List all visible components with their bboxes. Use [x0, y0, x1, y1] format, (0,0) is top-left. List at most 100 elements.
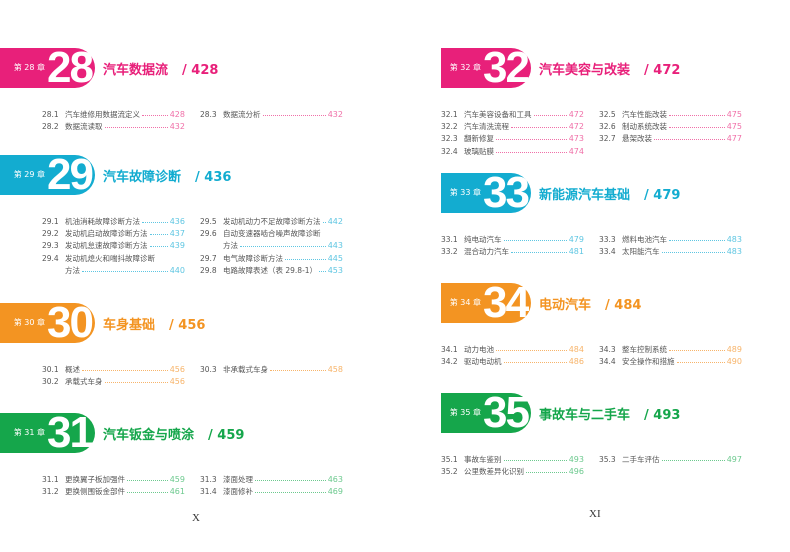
chapter-banner [441, 393, 531, 433]
toc-entry[interactable]: 33.4 太阳能汽车 483 [599, 245, 742, 257]
toc-entry[interactable]: 32.5 汽车性能改装 475 [599, 108, 742, 120]
section-title: 动力电池 [464, 344, 494, 354]
dot-leader [104, 126, 168, 128]
chapter-label: 第 35 章 [449, 408, 481, 417]
dot-leader [511, 251, 567, 253]
section-number: 33.4 [599, 246, 616, 256]
toc-entry[interactable]: 31.1 更换翼子板加强件 459 [42, 473, 185, 485]
section-title: 汽车清洗流程 [464, 121, 509, 131]
section-title: 漆面处理 [223, 474, 253, 484]
toc-entry[interactable]: 35.2 公里数差异化识别 496 [441, 465, 584, 477]
chapter-page: / 436 [195, 170, 232, 185]
chapter-label: 第 34 章 [449, 298, 481, 307]
section-title: 更换翼子板加强件 [65, 474, 125, 484]
section-page: 483 [726, 234, 742, 244]
section-page: 493 [568, 454, 584, 464]
section-number: 33.1 [441, 234, 458, 244]
section-title: 整车控制系统 [622, 344, 667, 354]
toc-entry[interactable]: 31.4 漆面修补 469 [200, 485, 343, 497]
dot-leader [270, 369, 326, 371]
dot-leader [496, 349, 567, 351]
toc-entry[interactable]: 32.2 汽车清洗流程 472 [441, 120, 584, 132]
section-page: 459 [169, 474, 185, 484]
section-number: 31.3 [200, 474, 217, 484]
toc-entry[interactable]: 34.3 整车控制系统 489 [599, 343, 742, 355]
section-page: 483 [726, 246, 742, 256]
toc-entry[interactable]: 30.1 概述 456 [42, 363, 185, 375]
section-title: 数据流读取 [65, 121, 103, 131]
section-number: 31.1 [42, 474, 59, 484]
chapter-number: 35 [483, 393, 529, 433]
section-title: 汽车维修用数据流定义 [65, 109, 140, 119]
section-number: 34.2 [441, 356, 458, 366]
section-number: 29.5 [200, 216, 217, 226]
toc-entry[interactable]: 35.1 事故车鉴别 493 [441, 453, 584, 465]
section-number: 31.2 [42, 486, 59, 496]
chapter-banner [441, 48, 531, 88]
chapter-number: 29 [47, 155, 93, 195]
toc-entry[interactable]: 29.7 电气故障诊断方法 445 [200, 252, 343, 264]
section-number: 35.2 [441, 466, 458, 476]
section-number: 32.1 [441, 109, 458, 119]
section-column: 31.3 漆面处理 463 31.4 漆面修补 469 [200, 473, 343, 498]
section-page: 445 [327, 253, 343, 263]
toc-entry[interactable]: 31.2 更换侧围钣金部件 461 [42, 485, 185, 497]
toc-entry[interactable]: 29.2 发动机启动故障诊断方法 437 [42, 227, 185, 239]
section-column: 28.3 数据流分析 432 [200, 108, 343, 120]
section-title: 翻新修复 [464, 134, 494, 144]
toc-entry[interactable]: 29.8 电路故障表述（表 29.8-1） 453 [200, 264, 343, 276]
dot-leader [240, 246, 326, 248]
section-title-cont: 方法 [223, 241, 238, 251]
toc-entry[interactable]: 34.4 安全操作和措施 490 [599, 355, 742, 367]
dot-leader [669, 114, 725, 116]
toc-entry[interactable]: 30.2 承载式车身 456 [42, 375, 185, 387]
chapter-label: 第 33 章 [449, 188, 481, 197]
section-title: 混合动力汽车 [464, 246, 509, 256]
toc-entry[interactable]: 32.4 玻璃贴膜 474 [441, 145, 584, 157]
toc-entry[interactable]: 33.2 混合动力汽车 481 [441, 245, 584, 257]
toc-entry[interactable]: 30.3 非承载式车身 458 [200, 363, 343, 375]
toc-entry[interactable]: 33.1 纯电动汽车 479 [441, 233, 584, 245]
toc-entry-continued: 方法 440 [42, 264, 185, 276]
section-page: 469 [327, 486, 343, 496]
chapter-title-text: 汽车钣金与喷涂 [103, 428, 195, 443]
chapter-banner [0, 413, 95, 453]
chapter-title-text: 车身基础 [103, 318, 156, 333]
toc-entry[interactable]: 29.5 发动机动力不足故障诊断方法 442 [200, 215, 343, 227]
chapter-banner [0, 155, 95, 195]
section-title: 太阳能汽车 [622, 246, 660, 256]
toc-entry[interactable]: 32.3 翻新修复 473 [441, 133, 584, 145]
toc-entry[interactable]: 29.1 机油消耗故障诊断方法 436 [42, 215, 185, 227]
section-number: 32.5 [599, 109, 616, 119]
toc-entry[interactable]: 34.2 驱动电动机 486 [441, 355, 584, 367]
toc-entry[interactable]: 32.6 制动系统改装 475 [599, 120, 742, 132]
toc-entry[interactable]: 34.1 动力电池 484 [441, 343, 584, 355]
section-number: 29.6 [200, 228, 217, 238]
section-number: 29.2 [42, 228, 59, 238]
toc-entry[interactable]: 28.2 数据流读取 432 [42, 120, 185, 132]
toc-entry[interactable]: 29.3 发动机怠速故障诊断方法 439 [42, 240, 185, 252]
section-page: 440 [169, 265, 185, 275]
dot-leader [149, 246, 168, 248]
toc-entry[interactable]: 28.3 数据流分析 432 [200, 108, 343, 120]
section-page: 439 [169, 241, 185, 251]
dot-leader [669, 126, 725, 128]
toc-entry[interactable]: 28.1 汽车维修用数据流定义 428 [42, 108, 185, 120]
chapter-banner [0, 303, 95, 343]
chapter-title: 车身基础 / 456 [103, 314, 205, 333]
toc-entry[interactable]: 29.6 自动变速器啮合噪声故障诊断 [200, 227, 343, 239]
dot-leader [533, 114, 567, 116]
toc-entry[interactable]: 32.7 悬架改装 477 [599, 133, 742, 145]
toc-entry[interactable]: 29.4 发动机熄火和喘抖故障诊断 [42, 252, 185, 264]
toc-entry[interactable]: 35.3 二手车评估 497 [599, 453, 742, 465]
toc-entry[interactable]: 33.3 燃料电池汽车 483 [599, 233, 742, 245]
dot-leader [676, 361, 725, 363]
toc-entry[interactable]: 31.3 漆面处理 463 [200, 473, 343, 485]
chapter-page: / 493 [644, 408, 681, 423]
section-page: 473 [568, 134, 584, 144]
section-page: 472 [568, 109, 584, 119]
chapter-title-text: 汽车数据流 [103, 63, 169, 78]
section-page: 490 [726, 356, 742, 366]
toc-entry[interactable]: 32.1 汽车美容设备和工具 472 [441, 108, 584, 120]
section-page: 463 [327, 474, 343, 484]
